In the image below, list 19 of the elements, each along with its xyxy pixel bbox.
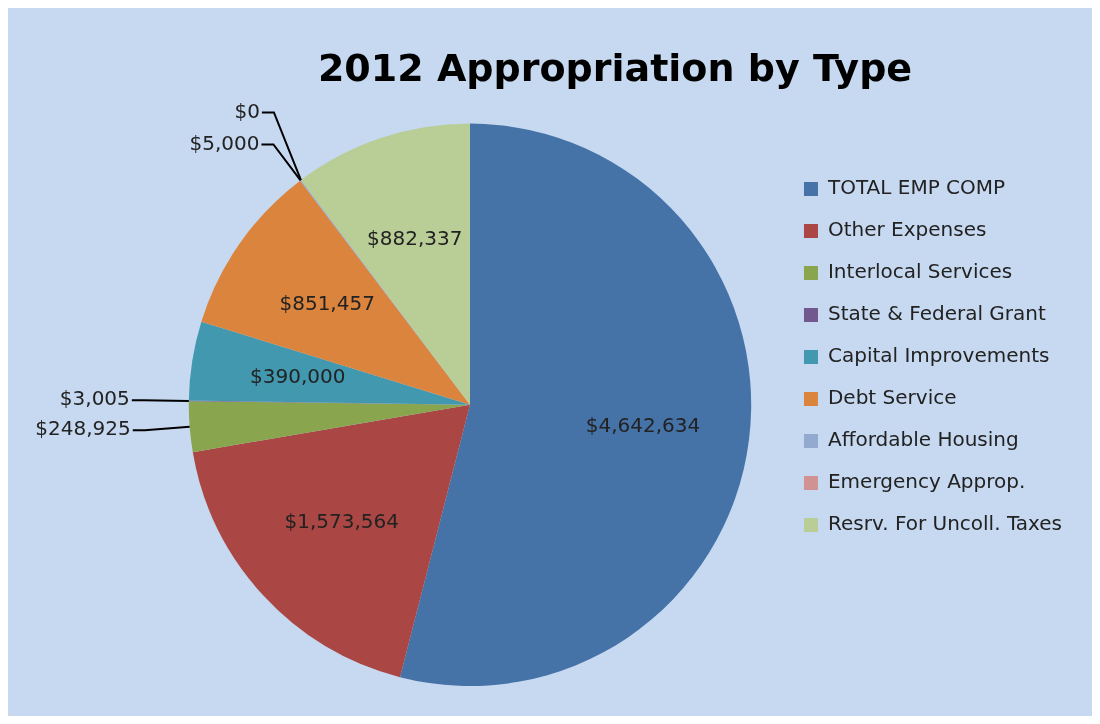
legend-label: TOTAL EMP COMP [826, 175, 1006, 200]
legend-label: Interlocal Services [827, 259, 1013, 284]
legend-label: Other Expenses [827, 217, 987, 242]
legend-label: Capital Improvements [827, 343, 1050, 368]
legend-label: Affordable Housing [827, 427, 1019, 452]
chart-title: 2012 Appropriation by Type [317, 45, 913, 90]
data-label: $882,337 [367, 225, 463, 250]
data-label: $3,005 [59, 386, 130, 411]
data-label: $851,457 [279, 290, 375, 315]
data-label: $390,000 [250, 363, 346, 388]
data-label: $248,925 [35, 416, 131, 441]
data-label: $5,000 [189, 130, 260, 155]
data-label: $1,573,564 [284, 509, 399, 534]
text: $0 [234, 98, 260, 123]
legend-label: State & Federal Grant [827, 301, 1046, 326]
legend-label: Emergency Approp. [827, 469, 1026, 494]
data-label: $4,642,634 [585, 412, 701, 437]
legend-label: Resrv. For Uncoll. Taxes [827, 511, 1063, 536]
legend-label: Debt Service [827, 385, 957, 410]
